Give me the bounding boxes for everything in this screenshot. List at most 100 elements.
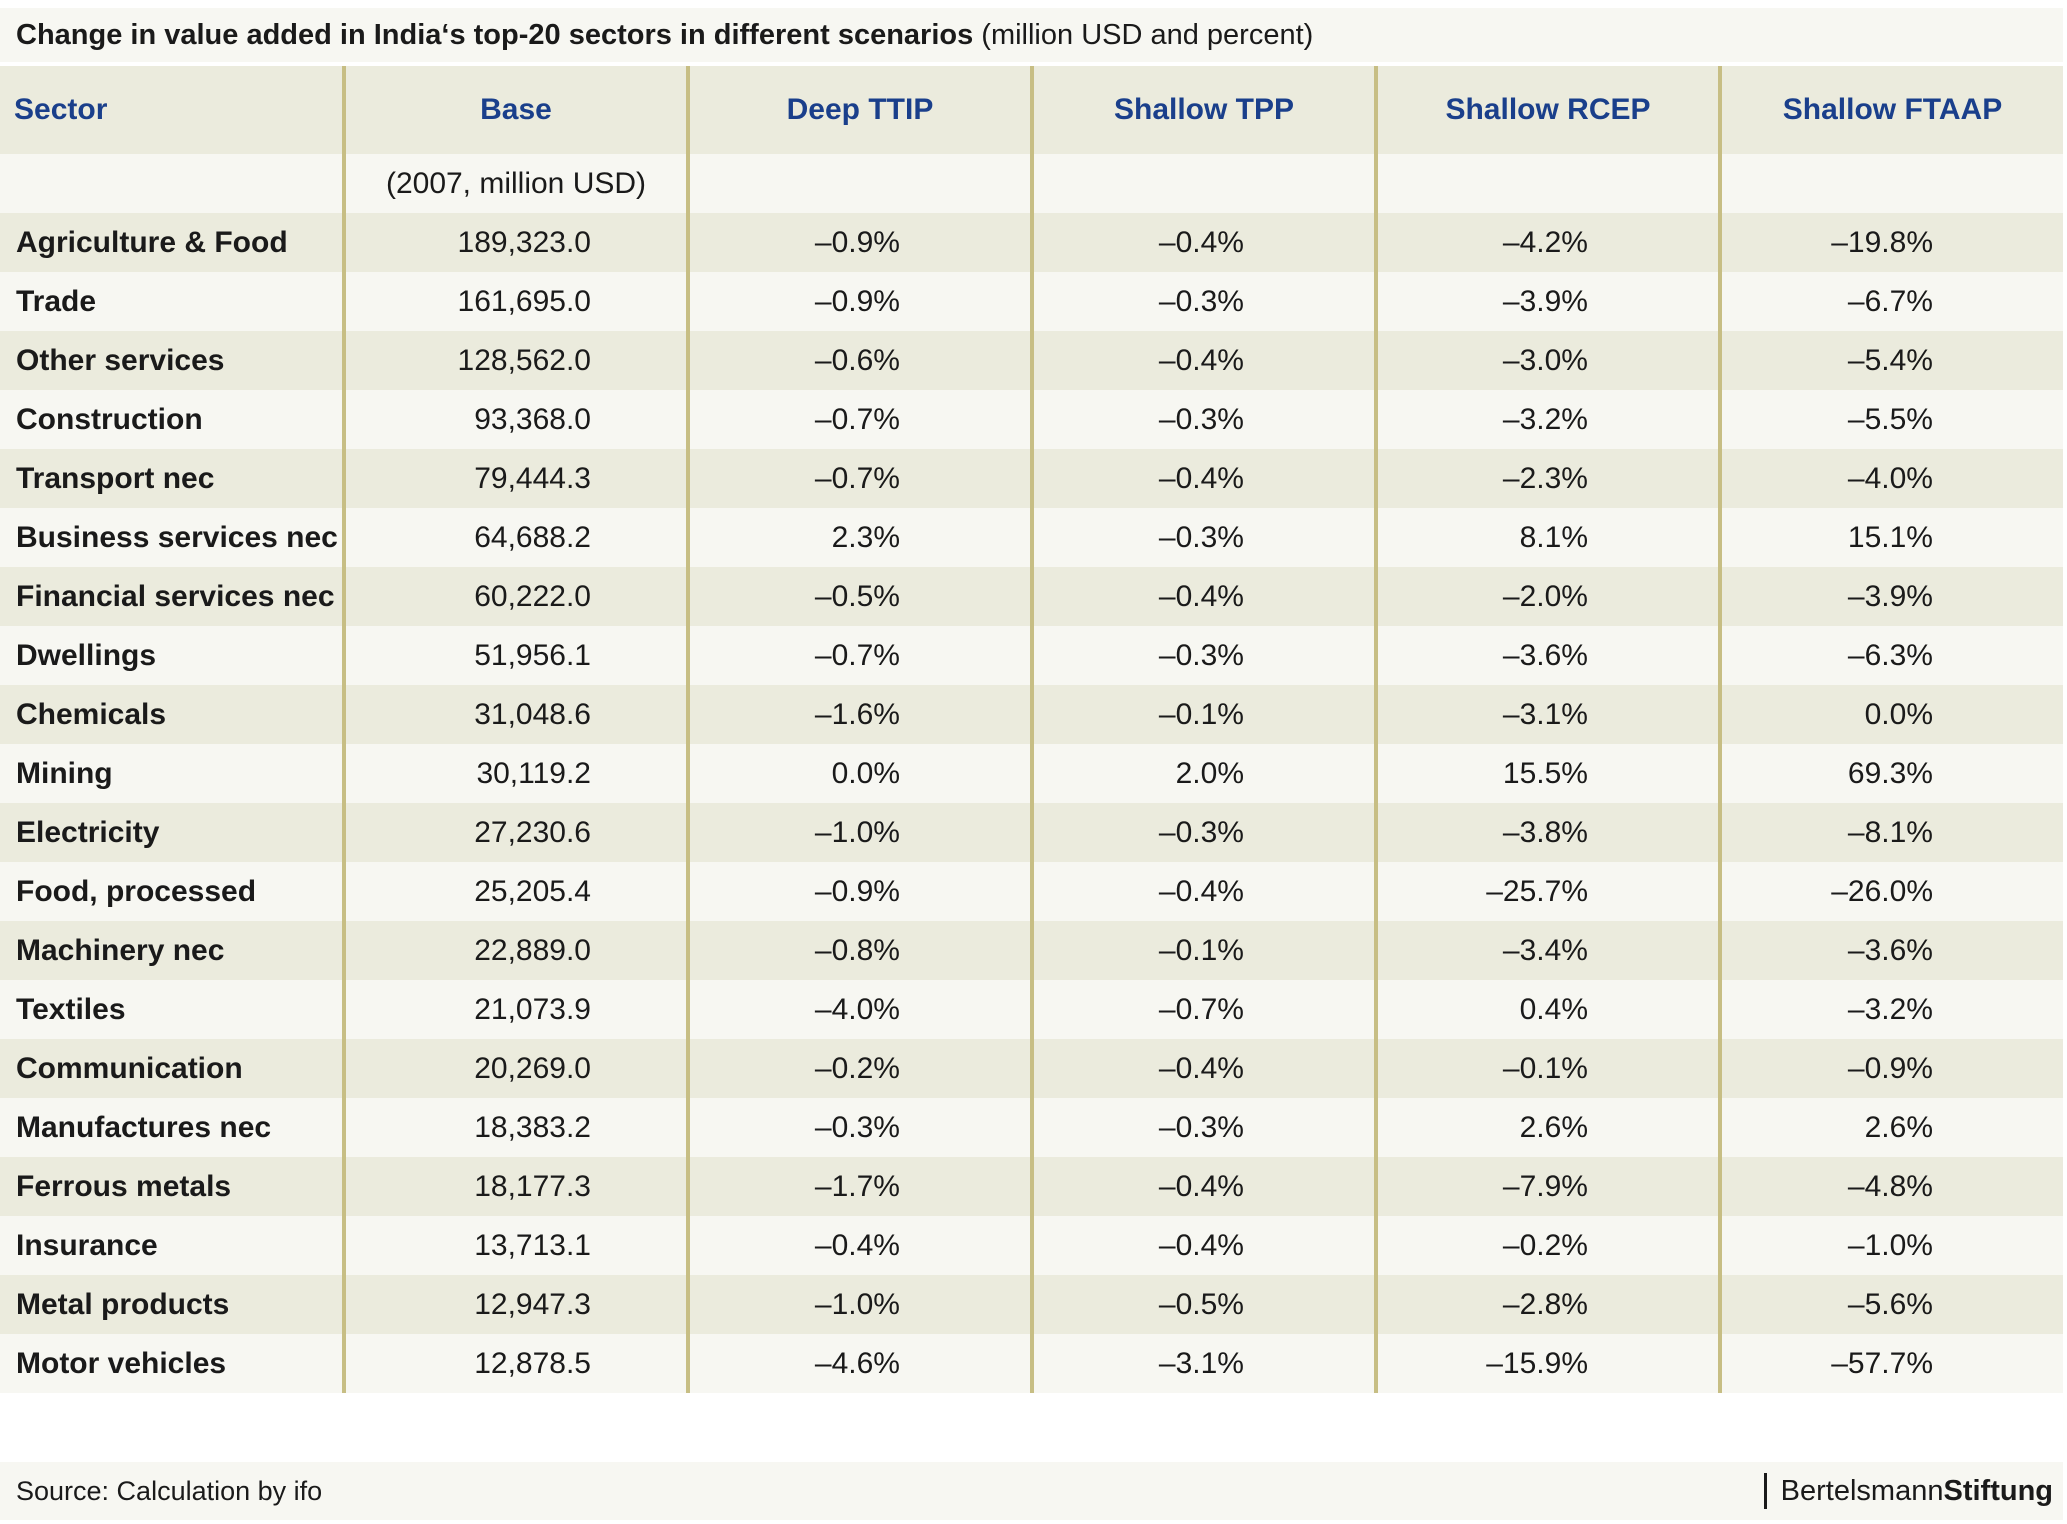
sector-cell: Financial services nec	[0, 567, 344, 626]
unit-cell-empty	[0, 154, 344, 213]
shallow-tpp-cell: 2.0%	[1030, 744, 1376, 803]
shallow-rcep-cell: 0.4%	[1374, 980, 1720, 1039]
unit-cell-empty	[1374, 154, 1720, 213]
shallow-tpp-cell: –0.4%	[1030, 1157, 1376, 1216]
table-row: Financial services nec 60,222.0 –0.5% –0.4%…	[0, 567, 2063, 626]
shallow-tpp-cell: –0.3%	[1030, 1098, 1376, 1157]
base-cell: 31,048.6	[342, 685, 688, 744]
unit-cell-empty	[1718, 154, 2063, 213]
sector-cell: Construction	[0, 390, 344, 449]
deep-ttip-cell: –1.6%	[686, 685, 1032, 744]
shallow-rcep-cell: –2.0%	[1374, 567, 1720, 626]
sector-cell: Business services nec	[0, 508, 344, 567]
shallow-ftaap-cell: –3.9%	[1718, 567, 2063, 626]
shallow-ftaap-cell: 0.0%	[1718, 685, 2063, 744]
base-cell: 18,383.2	[342, 1098, 688, 1157]
shallow-tpp-cell: –0.3%	[1030, 390, 1376, 449]
shallow-rcep-cell: –0.1%	[1374, 1039, 1720, 1098]
header-shallow-rcep: Shallow RCEP	[1374, 66, 1720, 154]
header-shallow-ftaap: Shallow FTAAP	[1718, 66, 2063, 154]
shallow-rcep-cell: –2.3%	[1374, 449, 1720, 508]
base-cell: 64,688.2	[342, 508, 688, 567]
sector-cell: Other services	[0, 331, 344, 390]
shallow-tpp-cell: –0.4%	[1030, 449, 1376, 508]
base-cell: 21,073.9	[342, 980, 688, 1039]
shallow-tpp-cell: –0.3%	[1030, 508, 1376, 567]
base-cell: 13,713.1	[342, 1216, 688, 1275]
deep-ttip-cell: –0.7%	[686, 449, 1032, 508]
brand-logo: Bertelsmann Stiftung	[1763, 1473, 2063, 1509]
shallow-rcep-cell: –15.9%	[1374, 1334, 1720, 1393]
table-row: Trade 161,695.0 –0.9% –0.3% –3.9% –6.7%	[0, 272, 2063, 331]
table-title-bar: Change in value added in India‘s top-20 …	[0, 8, 2063, 62]
deep-ttip-cell: –0.7%	[686, 626, 1032, 685]
shallow-tpp-cell: –0.7%	[1030, 980, 1376, 1039]
header-row: Sector Base Deep TTIP Shallow TPP Shallo…	[0, 66, 2063, 154]
table-row: Mining 30,119.2 0.0% 2.0% 15.5% 69.3%	[0, 744, 2063, 803]
base-cell: 12,947.3	[342, 1275, 688, 1334]
shallow-rcep-cell: –3.6%	[1374, 626, 1720, 685]
shallow-rcep-cell: –3.2%	[1374, 390, 1720, 449]
shallow-ftaap-cell: 69.3%	[1718, 744, 2063, 803]
shallow-tpp-cell: –0.3%	[1030, 626, 1376, 685]
shallow-ftaap-cell: –57.7%	[1718, 1334, 2063, 1393]
base-cell: 51,956.1	[342, 626, 688, 685]
sector-cell: Metal products	[0, 1275, 344, 1334]
deep-ttip-cell: –0.8%	[686, 921, 1032, 980]
table-row: Transport nec 79,444.3 –0.7% –0.4% –2.3% –4.0…	[0, 449, 2063, 508]
unit-cell-base: (2007, million USD)	[342, 154, 688, 213]
table-row: Construction 93,368.0 –0.7% –0.3% –3.2% –5.5%	[0, 390, 2063, 449]
table-row: Motor vehicles 12,878.5 –4.6% –3.1% –15.9% –5…	[0, 1334, 2063, 1393]
shallow-tpp-cell: –0.4%	[1030, 1039, 1376, 1098]
deep-ttip-cell: 0.0%	[686, 744, 1032, 803]
unit-row: (2007, million USD)	[0, 154, 2063, 213]
deep-ttip-cell: –0.3%	[686, 1098, 1032, 1157]
base-cell: 18,177.3	[342, 1157, 688, 1216]
header-shallow-tpp: Shallow TPP	[1030, 66, 1376, 154]
shallow-tpp-cell: –0.1%	[1030, 685, 1376, 744]
source-note: Source: Calculation by ifo	[16, 1475, 323, 1506]
table-row: Food, processed 25,205.4 –0.9% –0.4% –25.7% –…	[0, 862, 2063, 921]
deep-ttip-cell: –0.4%	[686, 1216, 1032, 1275]
shallow-rcep-cell: –3.1%	[1374, 685, 1720, 744]
table-row: Other services 128,562.0 –0.6% –0.4% –3.0% –5…	[0, 331, 2063, 390]
unit-cell-empty	[1030, 154, 1376, 213]
base-cell: 12,878.5	[342, 1334, 688, 1393]
shallow-rcep-cell: –2.8%	[1374, 1275, 1720, 1334]
base-cell: 128,562.0	[342, 331, 688, 390]
base-cell: 25,205.4	[342, 862, 688, 921]
table-row: Manufactures nec 18,383.2 –0.3% –0.3% 2.6% 2.…	[0, 1098, 2063, 1157]
table-row: Dwellings 51,956.1 –0.7% –0.3% –3.6% –6.3%	[0, 626, 2063, 685]
deep-ttip-cell: –0.5%	[686, 567, 1032, 626]
sector-cell: Insurance	[0, 1216, 344, 1275]
value-added-table: Sector Base Deep TTIP Shallow TPP Shallo…	[0, 66, 2063, 1393]
shallow-rcep-cell: –25.7%	[1374, 862, 1720, 921]
deep-ttip-cell: –0.7%	[686, 390, 1032, 449]
table-row: Agriculture & Food 189,323.0 –0.9% –0.4% –4.…	[0, 213, 2063, 272]
shallow-ftaap-cell: 15.1%	[1718, 508, 2063, 567]
table-title: Change in value added in India‘s top-20 …	[0, 19, 1313, 52]
shallow-tpp-cell: –0.4%	[1030, 213, 1376, 272]
deep-ttip-cell: –1.7%	[686, 1157, 1032, 1216]
sector-cell: Motor vehicles	[0, 1334, 344, 1393]
footer: Source: Calculation by ifo Bertelsmann St…	[0, 1462, 2063, 1520]
table-row: Textiles 21,073.9 –4.0% –0.7% 0.4% –3.2%	[0, 980, 2063, 1039]
deep-ttip-cell: –4.0%	[686, 980, 1032, 1039]
table-title-bold: Change in value added in India‘s top-20 …	[16, 18, 974, 51]
sector-cell: Dwellings	[0, 626, 344, 685]
deep-ttip-cell: –1.0%	[686, 803, 1032, 862]
shallow-ftaap-cell: –19.8%	[1718, 213, 2063, 272]
shallow-rcep-cell: 2.6%	[1374, 1098, 1720, 1157]
shallow-rcep-cell: –3.4%	[1374, 921, 1720, 980]
brand-divider	[1763, 1473, 1767, 1509]
table-row: Chemicals 31,048.6 –1.6% –0.1% –3.1% 0.0%	[0, 685, 2063, 744]
sector-cell: Textiles	[0, 980, 344, 1039]
shallow-ftaap-cell: –5.4%	[1718, 331, 2063, 390]
sector-cell: Manufactures nec	[0, 1098, 344, 1157]
deep-ttip-cell: –1.0%	[686, 1275, 1032, 1334]
shallow-tpp-cell: –0.5%	[1030, 1275, 1376, 1334]
base-cell: 60,222.0	[342, 567, 688, 626]
base-cell: 189,323.0	[342, 213, 688, 272]
base-cell: 20,269.0	[342, 1039, 688, 1098]
shallow-tpp-cell: –0.3%	[1030, 803, 1376, 862]
